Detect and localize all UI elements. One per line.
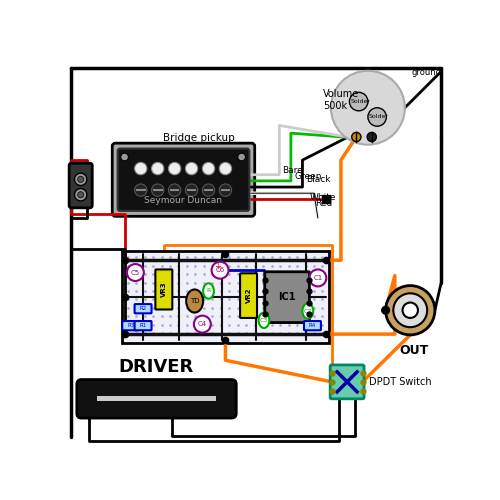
FancyBboxPatch shape	[304, 321, 321, 330]
FancyBboxPatch shape	[134, 321, 152, 330]
FancyBboxPatch shape	[134, 304, 152, 314]
Circle shape	[202, 184, 214, 196]
Circle shape	[152, 184, 164, 196]
FancyBboxPatch shape	[77, 380, 236, 418]
Text: VR3: VR3	[161, 282, 167, 298]
Circle shape	[78, 176, 84, 182]
Circle shape	[74, 188, 87, 201]
Text: R: R	[206, 288, 210, 294]
Text: Solder: Solder	[368, 114, 388, 119]
Circle shape	[194, 316, 211, 332]
Circle shape	[220, 162, 232, 174]
FancyBboxPatch shape	[330, 365, 364, 399]
Ellipse shape	[203, 284, 214, 298]
Ellipse shape	[302, 304, 313, 318]
Circle shape	[238, 153, 246, 161]
Circle shape	[331, 71, 405, 144]
Circle shape	[367, 132, 376, 141]
Text: Red: Red	[316, 200, 333, 208]
Text: R1: R1	[140, 323, 146, 328]
Circle shape	[78, 192, 84, 198]
Circle shape	[120, 153, 128, 161]
Bar	[97, 396, 216, 401]
Bar	[122, 251, 330, 344]
Circle shape	[402, 302, 418, 318]
Text: IC1: IC1	[278, 292, 296, 302]
Text: Seymour Duncan: Seymour Duncan	[144, 196, 222, 204]
Circle shape	[212, 262, 228, 278]
FancyBboxPatch shape	[118, 148, 250, 211]
FancyBboxPatch shape	[122, 321, 139, 330]
Circle shape	[352, 132, 361, 141]
Circle shape	[134, 184, 147, 196]
Circle shape	[186, 184, 198, 196]
Text: Bare: Bare	[282, 166, 302, 174]
Circle shape	[186, 162, 198, 174]
Circle shape	[220, 184, 232, 196]
Text: C6: C6	[216, 267, 224, 273]
Text: +: +	[214, 262, 221, 270]
Text: Black: Black	[306, 175, 331, 184]
Circle shape	[382, 306, 390, 314]
Circle shape	[168, 184, 181, 196]
FancyBboxPatch shape	[69, 163, 92, 208]
Circle shape	[168, 162, 181, 174]
Circle shape	[350, 92, 368, 111]
Text: R2: R2	[140, 306, 146, 311]
Text: OUT: OUT	[400, 344, 428, 357]
FancyBboxPatch shape	[240, 274, 257, 318]
Circle shape	[74, 173, 87, 186]
Text: C1: C1	[313, 275, 322, 281]
Circle shape	[152, 162, 164, 174]
Circle shape	[386, 286, 435, 335]
Circle shape	[202, 162, 214, 174]
Text: Solder: Solder	[350, 99, 370, 104]
Text: C7: C7	[304, 308, 312, 314]
Text: C5: C5	[131, 270, 140, 276]
Text: DPDT Switch: DPDT Switch	[368, 377, 432, 387]
FancyBboxPatch shape	[156, 270, 172, 310]
Circle shape	[368, 108, 386, 126]
Circle shape	[310, 270, 326, 286]
Text: C4: C4	[198, 321, 207, 327]
Text: DRIVER: DRIVER	[118, 358, 194, 376]
Circle shape	[394, 294, 427, 327]
Text: ground: ground	[411, 68, 441, 76]
Text: C3: C3	[260, 318, 268, 323]
Text: VR2: VR2	[246, 288, 252, 304]
Text: R3: R3	[127, 323, 134, 328]
Ellipse shape	[258, 312, 270, 328]
Text: White: White	[310, 193, 336, 202]
Text: Bridge pickup: Bridge pickup	[162, 133, 234, 143]
Text: TD: TD	[190, 298, 200, 304]
Ellipse shape	[186, 290, 203, 312]
Text: Green: Green	[295, 172, 322, 181]
Text: Volume
500k: Volume 500k	[323, 89, 360, 111]
FancyBboxPatch shape	[112, 143, 255, 216]
FancyBboxPatch shape	[264, 272, 310, 322]
Circle shape	[134, 162, 147, 174]
Text: R4: R4	[309, 323, 316, 328]
Circle shape	[127, 264, 144, 281]
